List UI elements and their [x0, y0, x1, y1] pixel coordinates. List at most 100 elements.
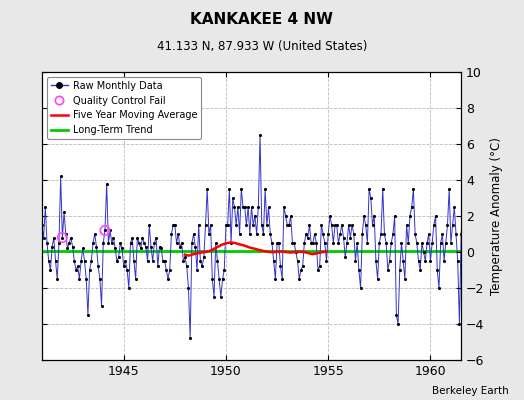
Point [227, 240, 235, 246]
Point [356, 285, 365, 291]
Point [449, 222, 457, 228]
Point [97, 303, 106, 309]
Point [53, 276, 61, 282]
Point [435, 285, 443, 291]
Point [305, 222, 314, 228]
Point [353, 240, 362, 246]
Point [302, 231, 310, 237]
Point [45, 258, 53, 264]
Point [350, 231, 358, 237]
Point [431, 213, 440, 219]
Point [244, 204, 252, 210]
Point [235, 231, 244, 237]
Point [174, 231, 182, 237]
Point [110, 234, 118, 241]
Point [106, 227, 114, 234]
Point [464, 258, 472, 264]
Point [385, 258, 394, 264]
Point [101, 227, 109, 234]
Text: Berkeley Earth: Berkeley Earth [432, 386, 508, 396]
Point [125, 285, 133, 291]
Point [329, 240, 337, 246]
Point [360, 213, 368, 219]
Point [103, 180, 111, 187]
Point [91, 231, 99, 237]
Point [171, 222, 179, 228]
Point [62, 231, 70, 237]
Point [322, 258, 331, 264]
Point [265, 204, 273, 210]
Point [300, 240, 309, 246]
Point [343, 240, 351, 246]
Point [261, 186, 269, 192]
Point [462, 240, 471, 246]
Point [203, 186, 211, 192]
Point [167, 231, 176, 237]
Point [365, 186, 373, 192]
Point [181, 254, 189, 261]
Point [198, 263, 206, 270]
Point [273, 240, 281, 246]
Point [309, 240, 317, 246]
Point [215, 276, 223, 282]
Point [423, 240, 431, 246]
Point [212, 240, 220, 246]
Point [182, 263, 191, 270]
Point [336, 231, 344, 237]
Point [254, 204, 263, 210]
Point [424, 231, 433, 237]
Point [406, 213, 414, 219]
Point [193, 267, 201, 273]
Point [442, 240, 450, 246]
Point [141, 243, 150, 250]
Point [399, 258, 407, 264]
Point [412, 240, 421, 246]
Point [458, 213, 467, 219]
Point [408, 204, 416, 210]
Point [288, 240, 297, 246]
Point [433, 267, 441, 273]
Point [89, 240, 97, 246]
Point [253, 231, 261, 237]
Point [340, 234, 348, 241]
Point [283, 222, 291, 228]
Point [450, 204, 458, 210]
Point [377, 231, 385, 237]
Point [194, 222, 203, 228]
Point [220, 267, 228, 273]
Point [348, 222, 356, 228]
Point [96, 276, 104, 282]
Point [331, 222, 339, 228]
Point [299, 263, 307, 270]
Y-axis label: Temperature Anomaly (°C): Temperature Anomaly (°C) [490, 137, 503, 295]
Point [57, 173, 65, 180]
Point [368, 222, 377, 228]
Point [188, 240, 196, 246]
Point [446, 240, 455, 246]
Point [184, 285, 193, 291]
Point [130, 258, 138, 264]
Point [166, 267, 174, 273]
Point [367, 195, 375, 201]
Point [358, 231, 366, 237]
Point [307, 240, 315, 246]
Point [292, 249, 300, 255]
Point [145, 222, 154, 228]
Point [162, 267, 170, 273]
Point [172, 240, 181, 246]
Point [372, 258, 380, 264]
Point [246, 231, 254, 237]
Point [445, 186, 453, 192]
Point [404, 240, 412, 246]
Point [258, 222, 266, 228]
Point [176, 243, 184, 250]
Text: KANKAKEE 4 NW: KANKAKEE 4 NW [191, 12, 333, 27]
Point [82, 276, 91, 282]
Point [402, 222, 411, 228]
Point [271, 276, 280, 282]
Point [337, 222, 346, 228]
Point [328, 222, 336, 228]
Point [205, 231, 213, 237]
Point [169, 222, 177, 228]
Point [290, 240, 298, 246]
